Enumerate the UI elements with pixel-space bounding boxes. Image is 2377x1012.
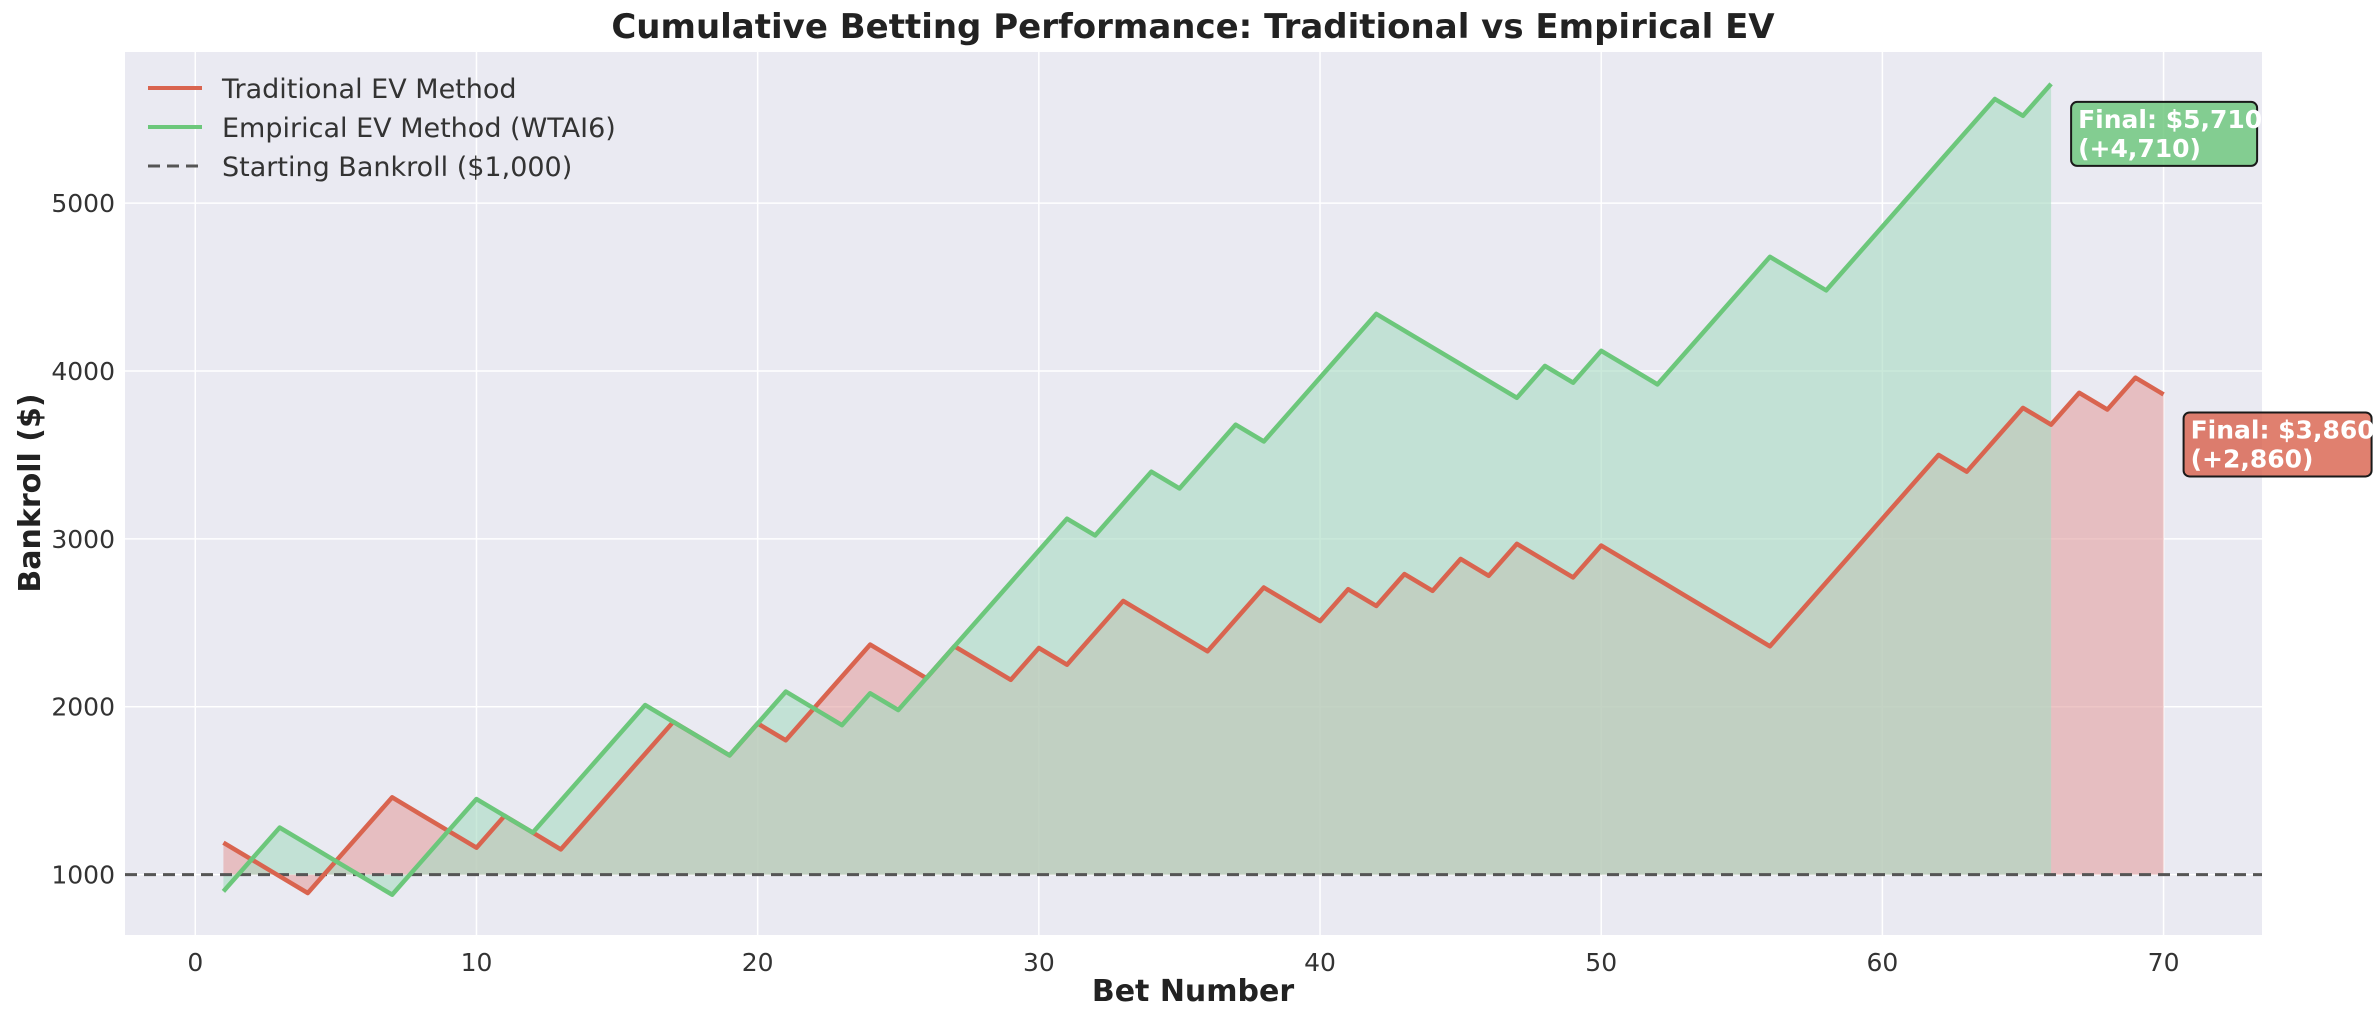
annotation-final-value: Final: $3,860 <box>2191 415 2375 444</box>
series-lines <box>221 82 2165 897</box>
x-tick-label: 20 <box>742 948 774 977</box>
annotation-box <box>2070 100 2259 167</box>
legend-label-traditional: Traditional EV Method <box>221 74 517 105</box>
series-line-empirical <box>221 82 2053 897</box>
legend-label-empirical: Empirical EV Method (WTAI6) <box>222 113 616 144</box>
annotation-gain: (+4,710) <box>2078 134 2201 163</box>
y-axis-label: Bankroll ($) <box>13 393 48 592</box>
x-tick-label: 0 <box>187 948 203 977</box>
y-tick-label: 5000 <box>51 189 115 218</box>
annotation-final-value: Final: $5,710 <box>2078 105 2262 134</box>
y-tick-label: 4000 <box>51 357 115 386</box>
series-line-traditional <box>222 375 2165 896</box>
legend: Traditional EV Method Empirical EV Metho… <box>148 74 616 183</box>
x-tick-label: 50 <box>1585 948 1617 977</box>
x-tick-label: 10 <box>461 948 493 977</box>
annotation-box <box>2182 411 2373 478</box>
x-tick-labels: 0 10 20 30 40 50 60 70 <box>187 948 2179 977</box>
x-tick-label: 70 <box>2148 948 2180 977</box>
x-tick-label: 60 <box>1866 948 1898 977</box>
x-tick-label: 40 <box>1304 948 1336 977</box>
y-tick-labels: 1000 2000 3000 4000 5000 <box>51 189 115 889</box>
legend-label-baseline: Starting Bankroll ($1,000) <box>222 152 572 183</box>
x-axis-label: Bet Number <box>1092 974 1295 1009</box>
final-annotations: Final: $5,710(+4,710) Final: $3,860(+2,86… <box>2070 100 2375 478</box>
y-tick-label: 1000 <box>51 861 115 890</box>
annotation-gain: (+2,860) <box>2191 444 2314 473</box>
chart-title: Cumulative Betting Performance: Traditio… <box>611 7 1775 47</box>
x-tick-label: 30 <box>1023 948 1055 977</box>
y-tick-label: 2000 <box>51 693 115 722</box>
y-tick-label: 3000 <box>51 525 115 554</box>
